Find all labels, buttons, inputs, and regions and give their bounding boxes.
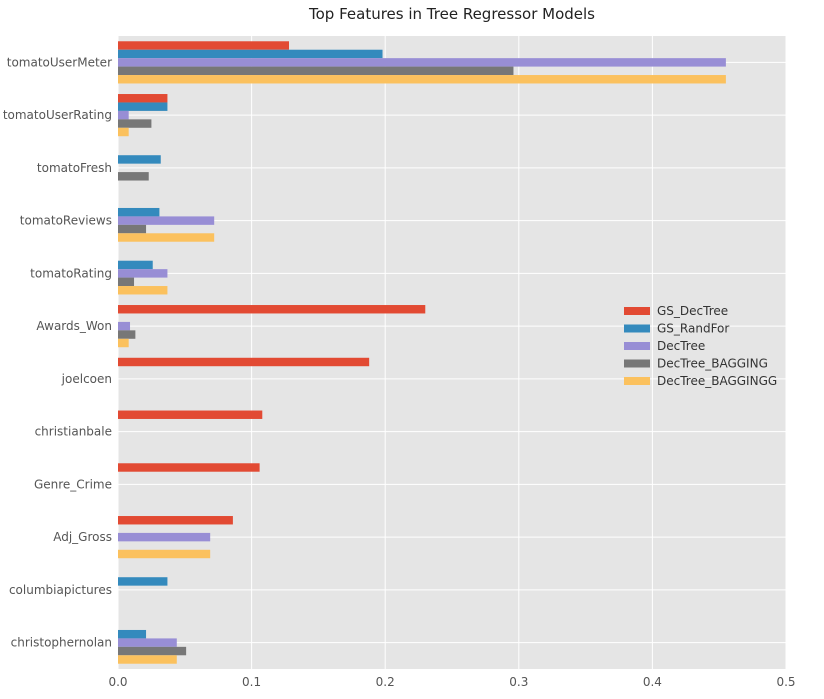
bar-GS_RandFor-christophernolan	[118, 629, 147, 639]
bar-GS_RandFor-tomatoReviews	[118, 207, 160, 217]
legend-label: GS_RandFor	[657, 322, 729, 336]
bar-DecTree_BAGGING-christophernolan	[118, 646, 187, 656]
bar-DecTree-tomatoReviews	[118, 216, 215, 225]
x-tick-labels: 0.0 0.1 0.2 0.3 0.4 0.5	[108, 675, 795, 689]
legend: GS_DecTree GS_RandFor DecTree DecTree_BAGGI…	[624, 304, 777, 388]
legend-label: GS_DecTree	[657, 304, 728, 318]
grid-lines	[117, 36, 787, 669]
y-tick-label: Genre_Crime	[34, 477, 112, 491]
bar-GS_DecTree-tomatoUserRating	[118, 94, 168, 103]
bar-GS_RandFor-tomatoUserMeter	[118, 49, 383, 59]
bar-GS_DecTree-tomatoUserMeter	[118, 41, 290, 50]
y-tick-label: tomatoReviews	[20, 214, 112, 228]
bar-GS_RandFor-columbiapictures	[118, 577, 168, 586]
legend-swatch	[624, 324, 650, 333]
legend-label: DecTree	[657, 339, 705, 353]
bar-DecTree_BAGGING-tomatoReviews	[118, 224, 147, 234]
x-tick-label: 0.0	[108, 675, 127, 689]
bars	[118, 41, 726, 664]
bar-DecTree_BAGGINGG-christophernolan	[118, 655, 177, 664]
bar-GS_RandFor-tomatoRating	[118, 260, 153, 270]
bar-DecTree_BAGGING-tomatoRating	[118, 277, 135, 287]
y-tick-label: tomatoFresh	[37, 161, 112, 175]
bar-DecTree_BAGGING-tomatoFresh	[118, 172, 149, 181]
bar-DecTree_BAGGINGG-Awards_Won	[118, 338, 129, 348]
bar-GS_RandFor-tomatoFresh	[118, 155, 161, 164]
y-tick-label: christophernolan	[11, 636, 112, 650]
bar-GS_RandFor-tomatoUserRating	[118, 102, 168, 111]
x-tick-label: 0.5	[776, 675, 795, 689]
y-tick-label: tomatoUserMeter	[7, 55, 112, 69]
legend-swatch	[624, 359, 650, 368]
legend-label: DecTree_BAGGINGG	[657, 374, 777, 388]
bar-DecTree-tomatoRating	[118, 269, 168, 278]
bar-DecTree_BAGGINGG-tomatoUserMeter	[118, 75, 726, 84]
y-tick-label: tomatoRating	[30, 266, 112, 280]
bar-DecTree-tomatoUserRating	[118, 110, 129, 120]
y-tick-label: columbiapictures	[9, 583, 112, 597]
bar-DecTree-tomatoUserMeter	[118, 58, 726, 67]
bar-GS_DecTree-Awards_Won	[118, 305, 426, 314]
legend-swatch	[624, 342, 650, 350]
y-tick-labels: tomatoUserMeter tomatoUserRating tomatoFre…	[3, 55, 112, 649]
x-tick-label: 0.1	[242, 675, 261, 689]
bar-GS_DecTree-Genre_Crime	[118, 463, 260, 472]
bar-DecTree-Awards_Won	[118, 321, 131, 331]
y-tick-label: Awards_Won	[36, 319, 112, 333]
legend-swatch	[624, 377, 650, 385]
bar-GS_DecTree-christianbale	[118, 410, 263, 419]
bar-DecTree_BAGGINGG-tomatoUserRating	[118, 127, 129, 137]
bar-DecTree_BAGGINGG-Adj_Gross	[118, 549, 211, 559]
legend-swatch	[624, 307, 650, 315]
bar-DecTree_BAGGINGG-tomatoReviews	[118, 233, 215, 242]
bar-DecTree_BAGGING-tomatoUserMeter	[118, 66, 514, 76]
x-tick-label: 0.3	[509, 675, 528, 689]
y-tick-label: tomatoUserRating	[3, 108, 112, 122]
legend-label: DecTree_BAGGING	[657, 357, 768, 371]
y-tick-label: joelcoen	[61, 372, 112, 386]
bar-GS_DecTree-joelcoen	[118, 357, 370, 367]
bar-DecTree-christophernolan	[118, 638, 177, 647]
bar-DecTree_BAGGING-tomatoUserRating	[118, 119, 152, 128]
plot-area	[118, 36, 786, 669]
y-tick-label: christianbale	[35, 425, 112, 439]
y-tick-label: Adj_Gross	[53, 530, 112, 544]
bar-DecTree_BAGGING-Awards_Won	[118, 330, 136, 339]
x-tick-label: 0.2	[376, 675, 395, 689]
bar-GS_DecTree-Adj_Gross	[118, 516, 233, 525]
x-tick-label: 0.4	[643, 675, 662, 689]
chart-title: Top Features in Tree Regressor Models	[308, 5, 595, 23]
bar-DecTree-Adj_Gross	[118, 532, 211, 542]
bar-DecTree_BAGGINGG-tomatoRating	[118, 286, 168, 295]
